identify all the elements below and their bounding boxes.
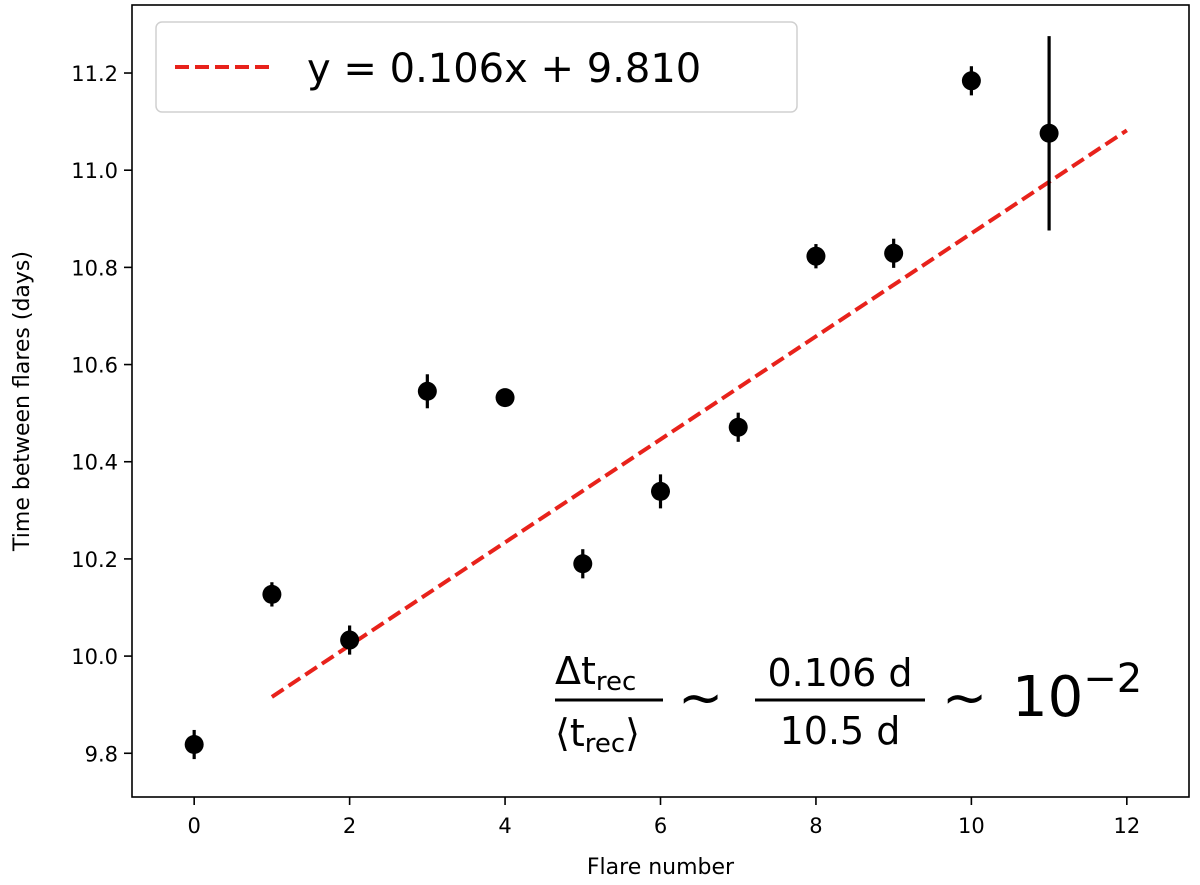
- y-tick-label: 11.2: [71, 62, 118, 86]
- points-layer: [184, 36, 1059, 760]
- annotation-lhs-denominator: ⟨trec⟩: [555, 711, 640, 759]
- data-point: [262, 584, 282, 604]
- x-tick-label: 4: [498, 814, 511, 838]
- annotation-power: 10−2: [1012, 656, 1142, 730]
- data-point: [184, 735, 204, 755]
- y-tick-label: 11.0: [71, 159, 118, 183]
- fit-line: [270, 128, 1128, 699]
- data-point: [728, 417, 748, 437]
- y-tick-label: 10.4: [71, 451, 118, 475]
- annotation-sim-2: ∼: [942, 666, 987, 729]
- y-tick-label: 10.2: [71, 548, 118, 572]
- data-point: [340, 630, 360, 650]
- y-axis: 9.8 10.0 10.2 10.4 10.6 10.8 11.0 11.2: [71, 62, 132, 766]
- x-tick-label: 8: [809, 814, 822, 838]
- data-point: [961, 71, 981, 91]
- y-tick-label: 10.6: [71, 354, 118, 378]
- annotation-mid-numerator: 0.106 d: [768, 651, 913, 695]
- ratio-annotation: Δtrec ⟨trec⟩ ∼ 0.106 d 10.5 d ∼ 10−2: [555, 649, 1142, 759]
- fit-layer: [270, 128, 1128, 699]
- y-tick-label: 10.8: [71, 256, 118, 280]
- legend-box: [155, 21, 798, 113]
- data-point: [884, 243, 904, 263]
- x-axis: 0 2 4 6 8 10 12: [187, 797, 1140, 838]
- y-tick-label: 10.0: [71, 645, 118, 669]
- x-tick-label: 12: [1113, 814, 1140, 838]
- x-tick-label: 0: [187, 814, 200, 838]
- legend: y = 0.106x + 9.810: [155, 21, 798, 113]
- annotation-mid-denominator: 10.5 d: [780, 709, 901, 753]
- x-tick-label: 10: [958, 814, 985, 838]
- data-point: [651, 481, 670, 501]
- data-point: [573, 554, 593, 574]
- y-axis-label: Time between flares (days): [10, 251, 35, 552]
- x-axis-label: Flare number: [587, 855, 735, 880]
- data-point: [806, 246, 826, 266]
- x-tick-label: 6: [654, 814, 667, 838]
- x-tick-label: 2: [343, 814, 356, 838]
- annotation-lhs-numerator: Δtrec: [555, 649, 636, 697]
- y-tick-label: 9.8: [85, 742, 118, 766]
- data-point: [417, 381, 437, 401]
- data-point: [495, 388, 515, 408]
- data-point: [1039, 123, 1059, 143]
- annotation-sim-1: ∼: [678, 666, 723, 729]
- legend-fit-label: y = 0.106x + 9.810: [307, 46, 701, 92]
